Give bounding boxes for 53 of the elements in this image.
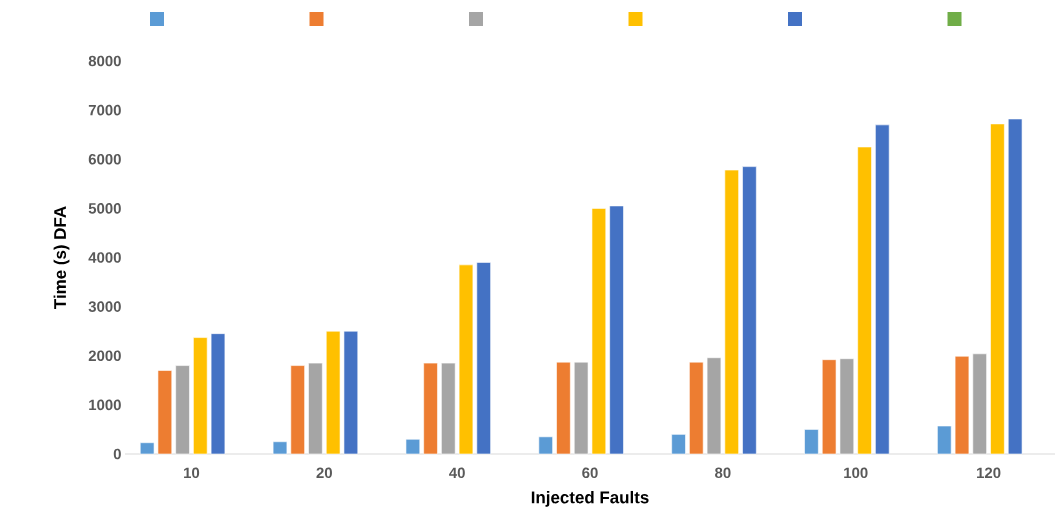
- x-tick-label: 120: [977, 467, 1001, 479]
- bar: [308, 362, 323, 455]
- bar: [272, 441, 288, 455]
- y-tick-label: 3000: [88, 301, 121, 312]
- x-axis-title: Injected Faults: [531, 490, 649, 507]
- bar: [139, 442, 155, 455]
- bar: [423, 362, 438, 455]
- bar: [325, 330, 341, 455]
- bar: [706, 357, 722, 455]
- y-tick-label: 0: [113, 448, 121, 460]
- y-tick-label: 6000: [88, 153, 121, 165]
- bar: [441, 362, 456, 455]
- bar: [193, 337, 208, 455]
- x-tick-label: 60: [582, 467, 598, 479]
- bar: [556, 361, 571, 455]
- bar: [671, 434, 686, 455]
- x-tick-label: 100: [844, 467, 868, 479]
- bar: [476, 262, 491, 455]
- bar: [990, 123, 1005, 455]
- y-tick-label: 8000: [88, 55, 121, 67]
- bar: [290, 365, 305, 455]
- y-tick-label: 1000: [89, 399, 121, 411]
- bar: [954, 355, 970, 455]
- y-tick-label: 7000: [88, 104, 121, 116]
- bar: [210, 333, 226, 455]
- bar: [804, 429, 819, 455]
- bar: [573, 361, 589, 455]
- bar: [937, 425, 952, 455]
- bar: [343, 330, 359, 455]
- y-tick-label: 4000: [88, 252, 121, 263]
- bar: [972, 353, 987, 455]
- bar: [538, 436, 553, 455]
- bar: [839, 358, 855, 455]
- x-tick-label: 10: [184, 467, 200, 479]
- bar: [458, 264, 474, 455]
- bar: [724, 169, 739, 455]
- x-tick-label: 80: [715, 467, 731, 479]
- y-tick-label: 5000: [88, 203, 121, 214]
- bar: [875, 124, 890, 455]
- bar: [821, 359, 837, 455]
- bar: [591, 208, 607, 455]
- x-tick-label: 20: [316, 467, 332, 479]
- x-tick-label: 40: [449, 467, 465, 479]
- bar: [742, 166, 757, 455]
- bar: [689, 361, 704, 455]
- bar: [175, 365, 190, 455]
- y-axis-title: Time (s) DFA: [53, 206, 70, 309]
- bar: [857, 146, 872, 455]
- bar: [1007, 118, 1023, 455]
- bar: [609, 205, 624, 455]
- bar: [157, 370, 173, 455]
- bar: [405, 438, 421, 455]
- y-tick-label: 2000: [88, 350, 121, 362]
